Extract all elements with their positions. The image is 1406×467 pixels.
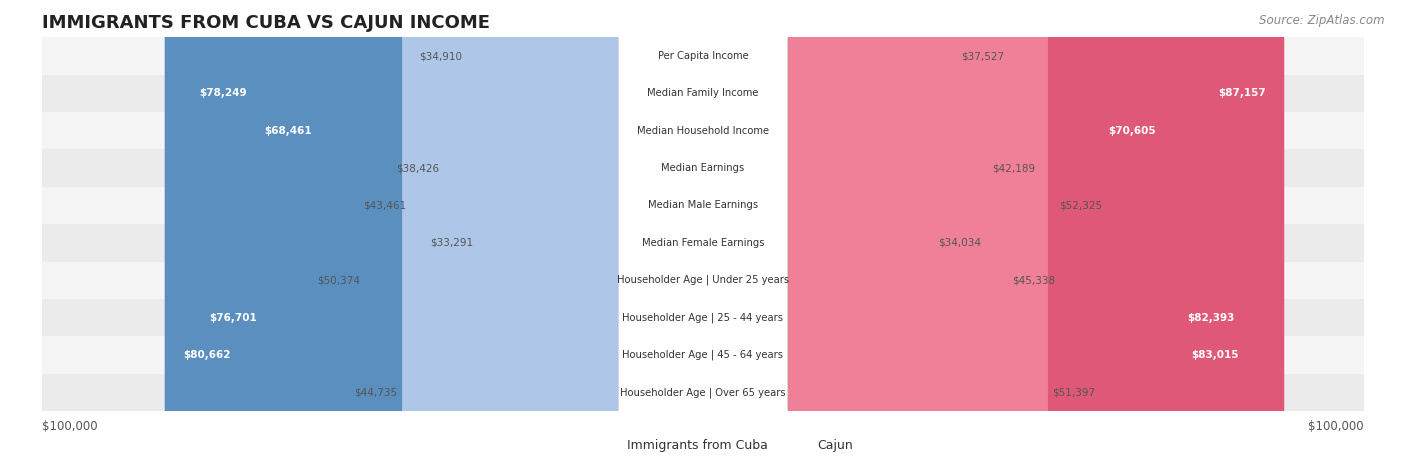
Text: $70,605: $70,605 [1109,126,1156,136]
FancyBboxPatch shape [697,0,1284,467]
Text: $82,393: $82,393 [1187,312,1234,323]
Text: $87,157: $87,157 [1218,88,1265,99]
Text: Householder Age | Under 25 years: Householder Age | Under 25 years [617,275,789,285]
FancyBboxPatch shape [619,0,787,467]
Bar [42,299,1364,336]
Text: $52,325: $52,325 [1059,200,1102,211]
Bar [42,187,1364,224]
Text: Householder Age | 45 - 64 years: Householder Age | 45 - 64 years [623,350,783,360]
Text: Source: ZipAtlas.com: Source: ZipAtlas.com [1260,14,1385,27]
FancyBboxPatch shape [697,0,934,467]
Bar [42,149,1364,187]
Text: $78,249: $78,249 [200,88,247,99]
Text: $51,397: $51,397 [1053,387,1095,397]
FancyBboxPatch shape [619,0,787,467]
FancyBboxPatch shape [402,0,709,467]
Text: $83,015: $83,015 [1191,350,1239,360]
Bar [42,224,1364,262]
Bar [42,75,1364,112]
FancyBboxPatch shape [619,0,787,467]
FancyBboxPatch shape [364,0,709,467]
FancyBboxPatch shape [191,0,709,467]
Bar [42,336,1364,374]
FancyBboxPatch shape [467,0,709,467]
Text: $38,426: $38,426 [396,163,439,173]
Text: Median Female Earnings: Median Female Earnings [641,238,765,248]
FancyBboxPatch shape [697,0,987,467]
FancyBboxPatch shape [619,0,787,467]
Text: Cajun: Cajun [817,439,852,453]
Bar [42,262,1364,299]
FancyBboxPatch shape [619,0,787,467]
Text: Householder Age | Over 65 years: Householder Age | Over 65 years [620,387,786,397]
FancyBboxPatch shape [697,0,1047,467]
FancyBboxPatch shape [619,0,787,467]
Text: Median Household Income: Median Household Income [637,126,769,136]
FancyBboxPatch shape [697,0,1257,467]
Text: $68,461: $68,461 [264,126,312,136]
Text: Per Capita Income: Per Capita Income [658,51,748,61]
FancyBboxPatch shape [180,0,709,467]
FancyBboxPatch shape [411,0,709,467]
Text: Median Male Earnings: Median Male Earnings [648,200,758,211]
Text: $43,461: $43,461 [363,200,406,211]
Text: $100,000: $100,000 [42,420,98,433]
Text: IMMIGRANTS FROM CUBA VS CAJUN INCOME: IMMIGRANTS FROM CUBA VS CAJUN INCOME [42,14,491,32]
FancyBboxPatch shape [697,0,1008,467]
Text: $50,374: $50,374 [318,275,360,285]
Text: $33,291: $33,291 [430,238,472,248]
Text: $44,735: $44,735 [354,387,398,397]
FancyBboxPatch shape [619,0,787,467]
Text: $80,662: $80,662 [183,350,231,360]
Text: Householder Age | 25 - 44 years: Householder Age | 25 - 44 years [623,312,783,323]
Text: Median Earnings: Median Earnings [661,163,745,173]
Text: $100,000: $100,000 [1308,420,1364,433]
FancyBboxPatch shape [478,0,709,467]
FancyBboxPatch shape [697,0,956,467]
Text: $34,034: $34,034 [938,238,981,248]
FancyBboxPatch shape [165,0,709,467]
FancyBboxPatch shape [245,0,709,467]
Bar [42,37,1364,75]
FancyBboxPatch shape [619,0,787,467]
FancyBboxPatch shape [697,0,1175,467]
Text: $42,189: $42,189 [991,163,1035,173]
Text: $37,527: $37,527 [960,51,1004,61]
FancyBboxPatch shape [697,0,1054,467]
Text: $34,910: $34,910 [419,51,463,61]
FancyBboxPatch shape [697,0,1253,467]
FancyBboxPatch shape [619,0,787,467]
Text: $45,338: $45,338 [1012,275,1056,285]
Bar [42,112,1364,149]
Bar [42,374,1364,411]
Text: Median Family Income: Median Family Income [647,88,759,99]
FancyBboxPatch shape [619,0,787,467]
Text: Immigrants from Cuba: Immigrants from Cuba [627,439,768,453]
FancyBboxPatch shape [444,0,709,467]
Text: $76,701: $76,701 [209,312,257,323]
